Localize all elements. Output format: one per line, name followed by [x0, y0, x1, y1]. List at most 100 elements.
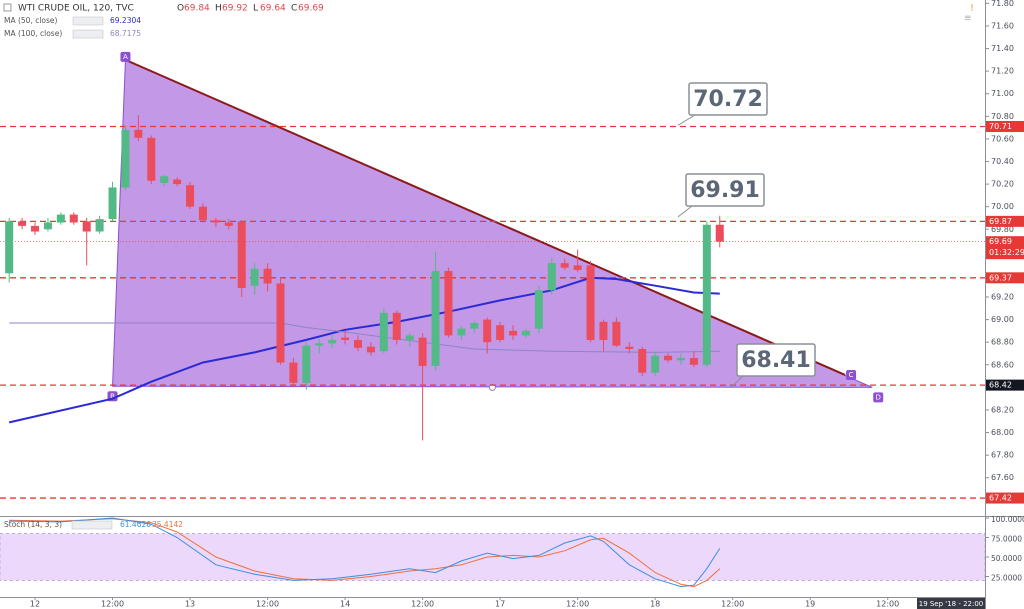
candle-body: [302, 345, 311, 383]
pattern-point-label: B: [110, 392, 115, 400]
candle-body: [354, 339, 363, 348]
y-tick-label: 68.80: [991, 338, 1014, 347]
y-tick-label: 69.20: [991, 293, 1014, 302]
ma-buttons: [72, 29, 104, 39]
candle-body: [341, 337, 350, 340]
pattern-point-badge: [846, 369, 857, 380]
candle-body: [483, 319, 492, 343]
collapse-icon[interactable]: [3, 3, 12, 12]
y-tick-label: 68.20: [991, 405, 1014, 414]
level-label: 70.71: [989, 122, 1012, 131]
candle-body: [134, 129, 143, 138]
pattern-point-label: A: [123, 53, 128, 61]
settings-icon[interactable]: ≡: [964, 14, 972, 24]
candle-body: [496, 325, 505, 340]
candle-body: [186, 185, 195, 207]
candle-body: [18, 221, 27, 226]
callout-pointer: [677, 205, 693, 218]
candle-body: [108, 187, 117, 220]
candle-body: [664, 355, 673, 361]
moving-average: [8, 276, 720, 424]
y-tick-label: 70.20: [991, 180, 1014, 189]
level-badge: [986, 379, 1024, 391]
x-tick-label: 12:00: [566, 600, 589, 609]
x-tick-label: 12:00: [411, 600, 434, 609]
candle-body: [560, 263, 569, 268]
level-badge: [986, 215, 1024, 227]
candle-body: [689, 358, 698, 365]
level-badge: [986, 492, 1024, 504]
level-label: 69.37: [989, 273, 1012, 282]
date-label: 19 Sep '18 - 22:00: [919, 600, 984, 608]
candle-body: [444, 271, 453, 336]
ma-last: 68.7175: [110, 29, 141, 38]
stoch-y-tick-label: 100.0000: [991, 515, 1024, 524]
x-tick-label: 13: [185, 600, 195, 609]
stoch-name: Stoch (14, 3, 3): [4, 520, 62, 529]
callout-box: [736, 343, 816, 377]
candle-body: [121, 129, 130, 188]
y-tick-label: 71.80: [991, 0, 1014, 8]
pattern-handle: [488, 383, 496, 391]
ohlc-value: 69.69: [298, 4, 324, 14]
stoch-buttons: [71, 520, 113, 530]
stoch-k-last: 61.4626: [120, 520, 151, 529]
callout-box: [688, 82, 768, 116]
candle-body: [366, 346, 375, 353]
candle-body: [95, 219, 104, 232]
candle-body: [405, 335, 414, 340]
candle-body: [573, 265, 582, 270]
x-tick-label: 14: [340, 600, 350, 609]
candle-body: [470, 323, 479, 329]
candle-body: [43, 222, 52, 230]
ma-name: MA (100, close): [4, 29, 62, 38]
candle-body: [702, 224, 711, 365]
x-tick-label: 12:00: [876, 600, 899, 609]
y-tick-label: 71.00: [991, 89, 1014, 98]
candle-body: [82, 221, 91, 232]
callout-pointer: [677, 114, 696, 126]
alert-icon[interactable]: !: [970, 3, 974, 14]
candle-body: [509, 330, 518, 336]
candle-body: [418, 337, 427, 366]
candle-body: [173, 179, 182, 185]
candle-body: [263, 268, 272, 284]
y-tick-label: 67.80: [991, 451, 1014, 460]
stoch-y-tick-label: 50.0000: [991, 554, 1022, 563]
stoch-d-last: 35.4142: [152, 520, 183, 529]
y-tick-label: 68.60: [991, 360, 1014, 369]
candle-body: [328, 339, 337, 344]
y-tick-label: 71.60: [991, 21, 1014, 30]
ohlc-value: 69.84: [184, 4, 210, 14]
candle-body: [315, 343, 324, 346]
y-tick-label: 69.80: [991, 225, 1014, 234]
level-label: 67.42: [989, 494, 1012, 503]
ohlc-prefix: H: [215, 4, 222, 14]
x-tick-label: 19: [805, 600, 815, 609]
y-tick-label: 69.00: [991, 315, 1014, 324]
callout-label: 70.72: [693, 87, 763, 112]
callout-label: 68.41: [741, 348, 811, 373]
ma-name: MA (50, close): [4, 16, 58, 25]
ohlc-prefix: L: [253, 4, 258, 14]
y-tick-label: 70.00: [991, 202, 1014, 211]
x-tick-label: 12:00: [256, 600, 279, 609]
candle-body: [69, 214, 78, 223]
y-tick-label: 68.00: [991, 428, 1014, 437]
candle-body: [160, 176, 169, 183]
level-label: 68.42: [989, 381, 1012, 390]
candle-body: [715, 224, 724, 242]
stoch-y-tick-label: 75.0000: [991, 535, 1022, 544]
stoch-pane: [0, 517, 986, 588]
candle-body: [276, 283, 285, 363]
level-badge: [986, 272, 1024, 284]
level-badge: [986, 120, 1024, 132]
y-tick-label: 71.40: [991, 44, 1014, 53]
callout-label: 69.91: [690, 178, 760, 203]
candle-body: [625, 346, 634, 349]
last-price-label: 69.69: [989, 237, 1012, 246]
candle-body: [521, 330, 530, 336]
candle-body: [586, 265, 595, 340]
candle-body: [147, 137, 156, 181]
